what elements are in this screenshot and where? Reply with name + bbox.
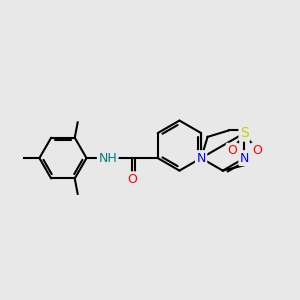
Text: O: O <box>127 173 137 186</box>
Text: N: N <box>196 152 206 165</box>
Text: O: O <box>227 144 237 157</box>
Text: N: N <box>240 152 249 165</box>
Text: S: S <box>240 126 249 140</box>
Text: NH: NH <box>98 152 117 165</box>
Text: O: O <box>252 144 262 157</box>
